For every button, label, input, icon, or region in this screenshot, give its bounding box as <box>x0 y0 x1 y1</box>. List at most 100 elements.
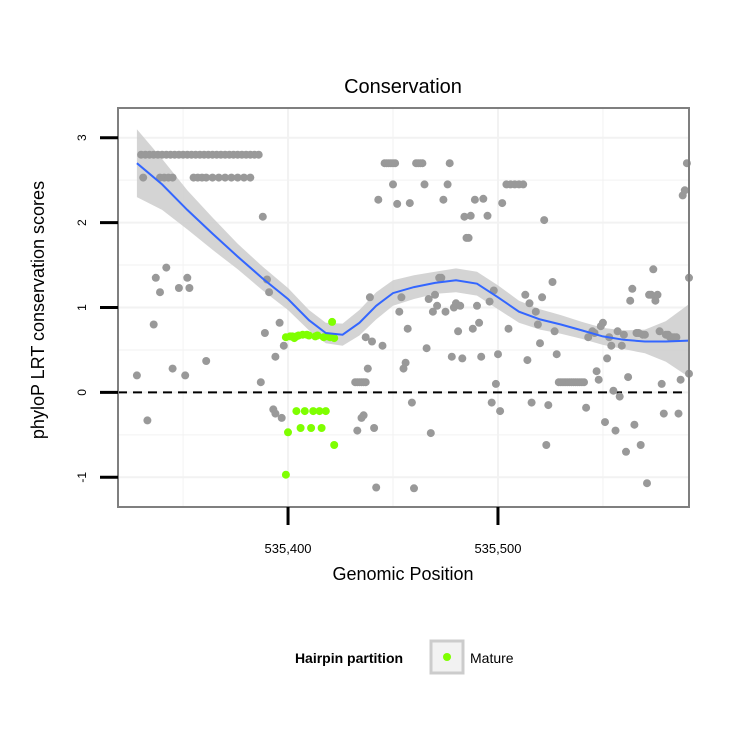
point <box>441 307 450 316</box>
point <box>240 173 248 182</box>
point <box>487 398 496 407</box>
point <box>368 337 376 346</box>
legend: Hairpin partition Mature <box>295 639 514 675</box>
point-mature <box>284 428 292 437</box>
smooth-line-path <box>136 162 690 343</box>
point <box>433 301 442 310</box>
point <box>584 333 593 342</box>
point <box>132 371 141 380</box>
point <box>609 386 618 395</box>
point <box>454 327 463 336</box>
point <box>260 329 269 337</box>
point <box>424 295 433 303</box>
point <box>603 354 612 363</box>
point <box>391 159 400 168</box>
point <box>439 195 448 204</box>
point <box>657 379 666 388</box>
point <box>185 284 194 292</box>
x-axis-label: Genomic Position <box>332 564 473 584</box>
point-mature <box>281 470 290 479</box>
point <box>580 378 588 387</box>
y-tick-label: -1 <box>75 472 89 483</box>
point-mature <box>317 424 326 432</box>
point <box>403 324 412 333</box>
point-mature <box>330 334 339 343</box>
point <box>265 288 274 297</box>
point <box>437 273 446 282</box>
point <box>208 173 217 182</box>
point <box>202 357 211 365</box>
point <box>672 333 681 342</box>
point <box>139 173 148 182</box>
point <box>370 424 379 432</box>
point <box>617 341 626 350</box>
point <box>258 212 267 221</box>
point <box>214 173 223 182</box>
confidence-band-area <box>136 129 689 378</box>
point <box>365 293 374 302</box>
point <box>624 373 633 382</box>
point <box>536 339 544 348</box>
point <box>422 344 431 353</box>
point <box>594 375 603 384</box>
point <box>483 211 492 220</box>
point <box>552 350 561 359</box>
point <box>491 379 500 388</box>
point-mature <box>296 424 305 432</box>
point <box>426 429 435 438</box>
point <box>674 409 683 418</box>
point-mature <box>330 441 339 449</box>
point <box>405 199 414 208</box>
point <box>582 403 591 412</box>
point <box>445 159 454 168</box>
point <box>374 195 383 204</box>
point-mature <box>292 407 301 416</box>
point <box>485 297 494 306</box>
point <box>397 293 406 302</box>
x-tick-label: 535,500 <box>474 541 521 556</box>
y-tick-label: 2 <box>75 219 89 226</box>
legend-title: Hairpin partition <box>295 650 403 666</box>
point <box>601 418 609 427</box>
point <box>443 180 452 189</box>
legend-entry-mature: Mature <box>470 650 514 666</box>
point <box>470 195 479 204</box>
point <box>428 307 437 316</box>
point <box>395 307 404 316</box>
point-mature <box>328 317 337 326</box>
point <box>420 180 429 189</box>
point-mature <box>309 407 318 416</box>
chart-title: Conservation <box>344 76 462 98</box>
point <box>607 341 616 350</box>
legend-key-mature-dot <box>443 653 451 661</box>
point <box>151 273 160 282</box>
point <box>655 327 664 336</box>
point <box>540 216 549 225</box>
point-mature <box>313 331 322 340</box>
point <box>647 290 656 299</box>
point <box>613 327 622 336</box>
point <box>538 293 547 302</box>
y-axis: -1 0 1 2 3 <box>75 134 118 483</box>
point <box>407 398 416 407</box>
point <box>221 173 230 182</box>
point <box>533 320 542 329</box>
point <box>431 290 439 299</box>
point <box>475 318 484 327</box>
point <box>598 318 607 327</box>
point <box>592 367 601 376</box>
point <box>531 307 540 316</box>
points <box>132 150 693 493</box>
point <box>271 352 280 361</box>
point <box>271 409 280 418</box>
point <box>680 186 689 195</box>
point <box>479 194 488 203</box>
point <box>227 173 236 182</box>
point <box>460 212 469 221</box>
point <box>378 341 387 350</box>
point <box>143 416 152 425</box>
point <box>162 263 171 272</box>
point <box>464 233 473 242</box>
point <box>183 273 192 282</box>
